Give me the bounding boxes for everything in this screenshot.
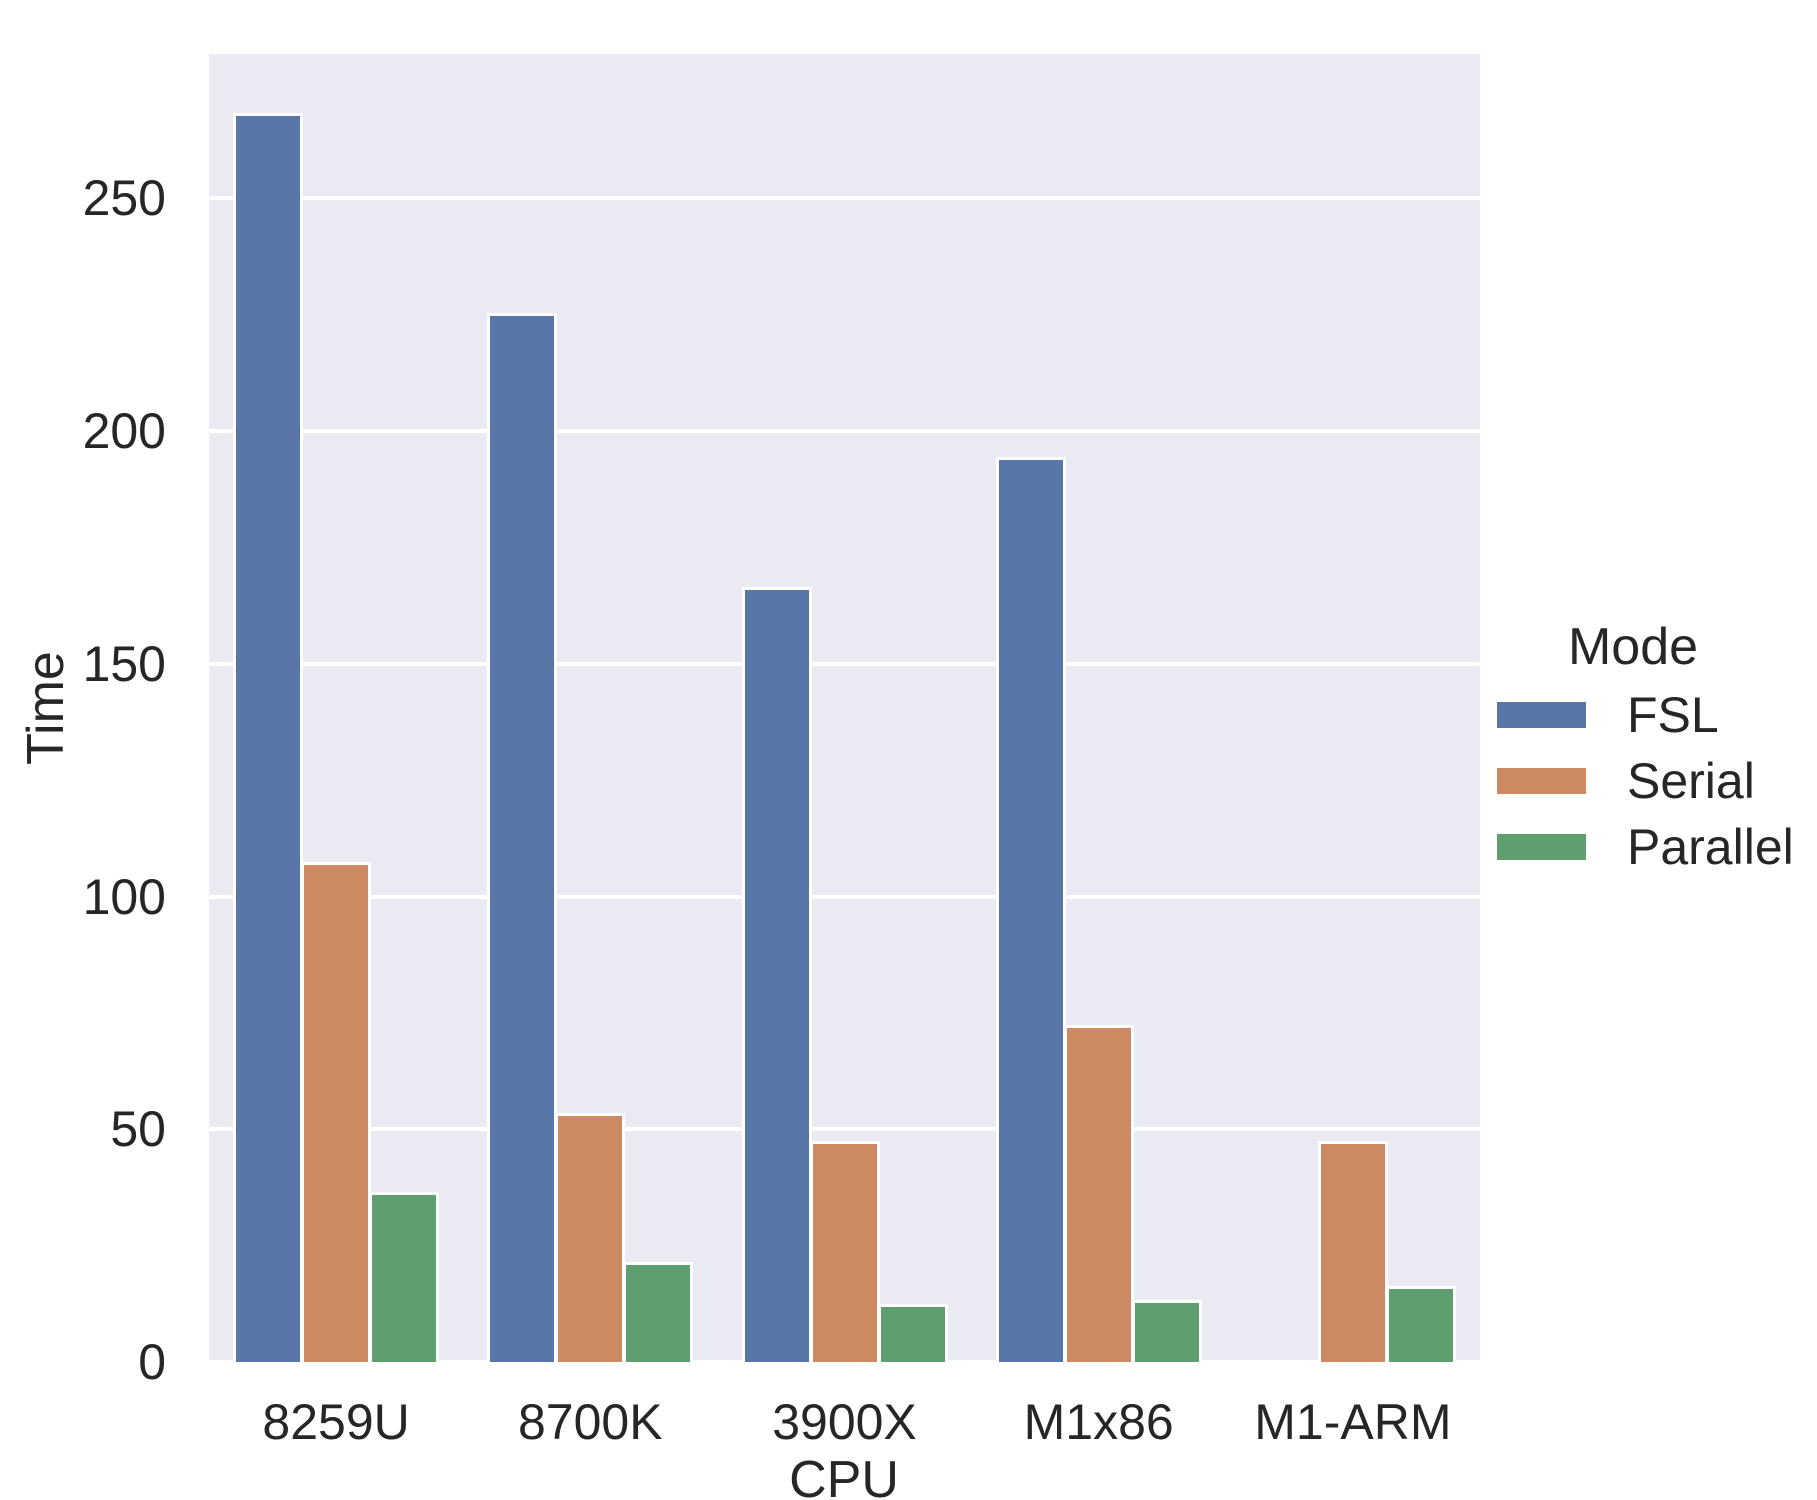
y-tick-label-50: 50 bbox=[110, 1101, 166, 1158]
bar-8259U-FSL bbox=[233, 112, 304, 1362]
gridline-y-200 bbox=[209, 429, 1480, 434]
gridline-y-50 bbox=[209, 1127, 1480, 1132]
bar-8700K-Parallel bbox=[623, 1262, 694, 1362]
gridline-y-150 bbox=[209, 661, 1480, 666]
legend-swatch-Parallel bbox=[1497, 834, 1586, 860]
legend-label-Serial: Serial bbox=[1627, 753, 1755, 809]
bar-8259U-Parallel bbox=[369, 1192, 440, 1362]
gridline-y-0 bbox=[209, 1360, 1480, 1364]
x-axis-title: CPU bbox=[789, 1451, 899, 1500]
legend-label-FSL: FSL bbox=[1627, 687, 1719, 743]
x-tick-label-M1x86: M1x86 bbox=[1023, 1394, 1174, 1450]
bar-3900X-FSL bbox=[741, 587, 812, 1362]
bar-8700K-Serial bbox=[555, 1113, 626, 1362]
y-tick-label-150: 150 bbox=[82, 635, 166, 692]
y-tick-label-100: 100 bbox=[82, 868, 166, 925]
x-tick-label-8700K: 8700K bbox=[518, 1394, 663, 1450]
bar-M1-ARM-Serial bbox=[1317, 1141, 1388, 1362]
gridline-y-100 bbox=[209, 894, 1480, 899]
x-tick-label-3900X: 3900X bbox=[772, 1394, 917, 1450]
bar-M1x86-Serial bbox=[1063, 1024, 1134, 1362]
bar-3900X-Serial bbox=[809, 1141, 880, 1362]
bar-M1-ARM-Parallel bbox=[1385, 1285, 1456, 1362]
legend-label-Parallel: Parallel bbox=[1627, 819, 1794, 875]
bar-M1x86-Parallel bbox=[1131, 1299, 1202, 1362]
legend-swatch-FSL bbox=[1497, 702, 1586, 728]
gridline-y-250 bbox=[209, 196, 1480, 201]
legend-item-Parallel: Parallel bbox=[1497, 814, 1817, 880]
plot-area bbox=[209, 54, 1480, 1364]
bar-8259U-Serial bbox=[301, 861, 372, 1362]
y-tick-label-0: 0 bbox=[138, 1334, 166, 1390]
x-tick-label-M1-ARM: M1-ARM bbox=[1254, 1394, 1452, 1450]
bar-3900X-Parallel bbox=[877, 1304, 948, 1362]
legend: Mode FSL Serial Parallel bbox=[1497, 620, 1817, 880]
legend-item-FSL: FSL bbox=[1497, 682, 1817, 748]
y-tick-label-250: 250 bbox=[82, 170, 166, 227]
legend-title: Mode bbox=[1567, 618, 1699, 676]
legend-items: FSL Serial Parallel bbox=[1497, 682, 1817, 880]
y-tick-label-200: 200 bbox=[82, 403, 166, 460]
legend-item-Serial: Serial bbox=[1497, 748, 1817, 814]
bar-M1x86-FSL bbox=[995, 456, 1066, 1362]
legend-swatch-Serial bbox=[1497, 768, 1586, 794]
x-tick-label-8259U: 8259U bbox=[262, 1394, 410, 1450]
bar-8700K-FSL bbox=[487, 312, 558, 1362]
